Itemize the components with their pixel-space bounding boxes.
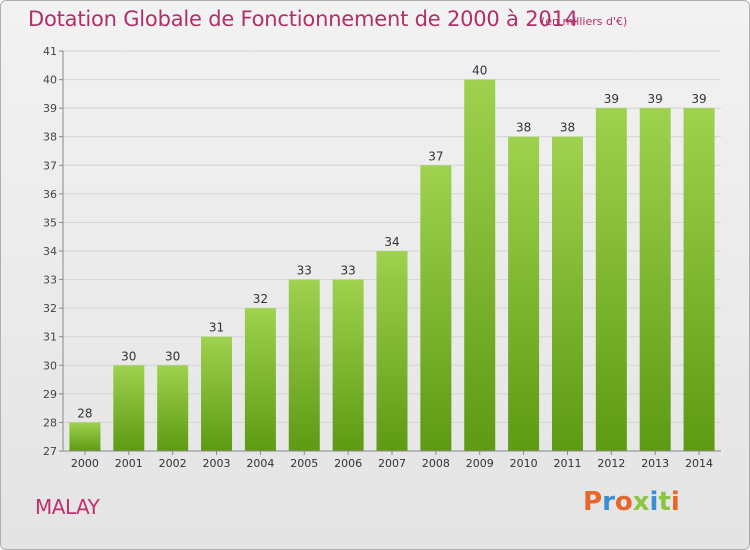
bar (113, 365, 145, 451)
bar (551, 136, 583, 451)
x-tick-label: 2005 (290, 457, 318, 470)
logo-letter: t (658, 487, 671, 517)
bar-value-label: 39 (691, 92, 706, 106)
logo-letter: r (602, 487, 615, 517)
bar (639, 108, 671, 452)
x-tick-label: 2004 (246, 457, 274, 470)
bar (376, 251, 408, 451)
bar (508, 136, 540, 451)
x-tick-label: 2001 (115, 457, 143, 470)
x-tick-label: 2013 (641, 457, 669, 470)
x-tick-label: 2003 (203, 457, 231, 470)
chart-unit-label: (en milliers d'€) (541, 15, 628, 28)
bar-value-label: 33 (297, 264, 312, 278)
bar-value-label: 40 (472, 64, 487, 78)
logo-letter: i (649, 487, 659, 517)
bar (683, 108, 715, 452)
x-tick-label: 2007 (378, 457, 406, 470)
bars: 28 30 30 31 32 33 33 34 37 40 38 38 39 39 39 (69, 64, 715, 452)
x-tick-label: 2006 (334, 457, 362, 470)
bar-value-label: 28 (77, 406, 92, 420)
x-tick-label: 2000 (71, 457, 99, 470)
bar (69, 422, 101, 451)
x-tick-label: 2012 (597, 457, 625, 470)
y-tick-label: 27 (43, 445, 57, 458)
y-tick-label: 32 (43, 302, 57, 315)
bar (288, 279, 320, 451)
logo-letter: x (632, 487, 650, 517)
y-tick-label: 40 (43, 74, 57, 87)
bar (464, 79, 496, 452)
y-tick-label: 39 (43, 102, 57, 115)
bar-value-label: 38 (516, 121, 531, 135)
bar (244, 308, 276, 451)
bar-value-label: 32 (253, 292, 268, 306)
y-tick-label: 35 (43, 216, 57, 229)
bar-value-label: 38 (560, 121, 575, 135)
x-tick-label: 2014 (685, 457, 713, 470)
y-tick-label: 28 (43, 416, 57, 429)
town-name: MALAY (35, 495, 100, 519)
y-tick-label: 31 (43, 331, 57, 344)
x-tick-label: 2011 (553, 457, 581, 470)
x-tick-label: 2010 (510, 457, 538, 470)
chart-title: Dotation Globale de Fonctionnement de 20… (28, 7, 578, 31)
y-tick-label: 41 (43, 45, 57, 58)
y-tick-label: 38 (43, 131, 57, 144)
bar (201, 336, 233, 451)
bar-value-label: 34 (384, 235, 399, 249)
proxiti-logo: Proxiti (583, 487, 680, 517)
logo-letter: i (670, 487, 680, 517)
bar-value-label: 39 (648, 92, 663, 106)
x-tick-label: 2009 (466, 457, 494, 470)
bar-value-label: 33 (340, 264, 355, 278)
bar (420, 165, 452, 452)
y-tick-label: 34 (43, 245, 57, 258)
bar (157, 365, 189, 451)
bar-value-label: 37 (428, 149, 443, 163)
logo-letter: o (614, 487, 633, 517)
bar-value-label: 31 (209, 321, 224, 335)
bar (595, 108, 627, 452)
logo-letter: P (583, 487, 603, 517)
y-tick-label: 37 (43, 159, 57, 172)
y-tick-label: 36 (43, 188, 57, 201)
x-tick-label: 2002 (159, 457, 187, 470)
x-tick-label: 2008 (422, 457, 450, 470)
bar-value-label: 39 (604, 92, 619, 106)
axes: 27 28 29 30 31 32 33 34 35 36 37 38 39 40 41 2000 2001 20… (43, 45, 721, 470)
bar-value-label: 30 (121, 349, 136, 363)
y-tick-label: 30 (43, 359, 57, 372)
y-tick-label: 33 (43, 274, 57, 287)
bar (332, 279, 364, 451)
bar-value-label: 30 (165, 349, 180, 363)
y-tick-label: 29 (43, 388, 57, 401)
